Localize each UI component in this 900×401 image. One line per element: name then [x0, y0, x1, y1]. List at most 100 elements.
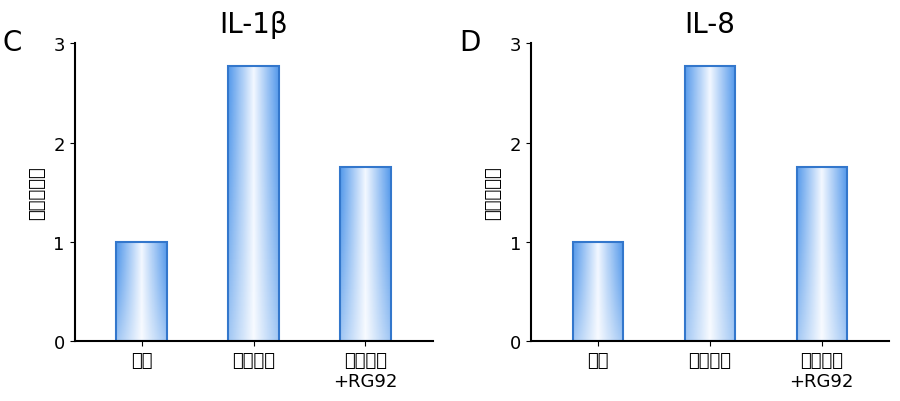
Bar: [796, 308, 847, 310]
Bar: [685, 218, 735, 221]
Bar: [572, 329, 623, 330]
Bar: [229, 213, 279, 215]
Bar: [572, 269, 623, 270]
Bar: [572, 305, 623, 306]
Bar: [340, 198, 391, 199]
Bar: [340, 269, 391, 270]
Bar: [796, 178, 847, 180]
Bar: [340, 284, 391, 286]
Bar: [685, 232, 735, 235]
Bar: [796, 286, 847, 288]
Bar: [229, 138, 279, 141]
Bar: [685, 265, 735, 267]
Bar: [685, 168, 735, 171]
Bar: [685, 155, 735, 158]
Bar: [572, 317, 623, 318]
Bar: [796, 173, 847, 175]
Bar: [116, 258, 166, 259]
Bar: [685, 322, 735, 325]
Bar: [796, 205, 847, 206]
Bar: [340, 229, 391, 231]
Bar: [796, 198, 847, 199]
Bar: [229, 89, 279, 91]
Bar: [572, 249, 623, 250]
Bar: [340, 236, 391, 237]
Bar: [796, 208, 847, 210]
Bar: [229, 100, 279, 103]
Bar: [685, 81, 735, 83]
Bar: [340, 187, 391, 189]
Bar: [796, 217, 847, 218]
Bar: [229, 339, 279, 342]
Bar: [796, 177, 847, 178]
Bar: [685, 210, 735, 213]
Bar: [685, 201, 735, 204]
Bar: [340, 308, 391, 310]
Bar: [229, 133, 279, 136]
Bar: [572, 251, 623, 252]
Bar: [796, 326, 847, 328]
Bar: [796, 290, 847, 291]
Bar: [685, 196, 735, 199]
Bar: [685, 138, 735, 141]
Bar: [572, 287, 623, 288]
Bar: [796, 244, 847, 246]
Bar: [340, 239, 391, 241]
Bar: [116, 340, 166, 342]
Bar: [340, 316, 391, 317]
Bar: [116, 261, 166, 262]
Bar: [340, 336, 391, 338]
Bar: [116, 306, 166, 307]
Bar: [116, 265, 166, 266]
Bar: [796, 231, 847, 232]
Bar: [229, 83, 279, 86]
Bar: [796, 312, 847, 314]
Bar: [340, 331, 391, 333]
Bar: [229, 67, 279, 342]
Bar: [572, 250, 623, 251]
Bar: [685, 113, 735, 116]
Bar: [229, 237, 279, 240]
Bar: [572, 298, 623, 299]
Bar: [229, 290, 279, 292]
Bar: [572, 292, 623, 293]
Bar: [685, 70, 735, 73]
Bar: [572, 314, 623, 315]
Bar: [796, 267, 847, 269]
Bar: [229, 193, 279, 196]
Bar: [572, 253, 623, 254]
Bar: [229, 281, 279, 284]
Bar: [340, 170, 391, 172]
Bar: [572, 316, 623, 317]
Bar: [229, 163, 279, 166]
Bar: [572, 268, 623, 269]
Bar: [116, 269, 166, 270]
Bar: [116, 325, 166, 326]
Bar: [685, 295, 735, 298]
Bar: [685, 89, 735, 91]
Bar: [685, 75, 735, 78]
Bar: [685, 182, 735, 185]
Bar: [796, 269, 847, 270]
Bar: [685, 235, 735, 237]
Bar: [340, 168, 391, 342]
Bar: [685, 262, 735, 265]
Bar: [229, 158, 279, 160]
Bar: [685, 122, 735, 125]
Bar: [116, 243, 166, 244]
Bar: [685, 163, 735, 166]
Bar: [685, 166, 735, 168]
Bar: [116, 334, 166, 336]
Bar: [685, 328, 735, 330]
Bar: [796, 168, 847, 170]
Bar: [685, 339, 735, 342]
Bar: [685, 240, 735, 243]
Bar: [340, 232, 391, 234]
Y-axis label: 相対発現量: 相対発現量: [29, 166, 47, 220]
Bar: [116, 276, 166, 277]
Bar: [116, 268, 166, 269]
Bar: [229, 243, 279, 245]
Bar: [685, 180, 735, 182]
Bar: [116, 314, 166, 315]
Bar: [229, 168, 279, 171]
